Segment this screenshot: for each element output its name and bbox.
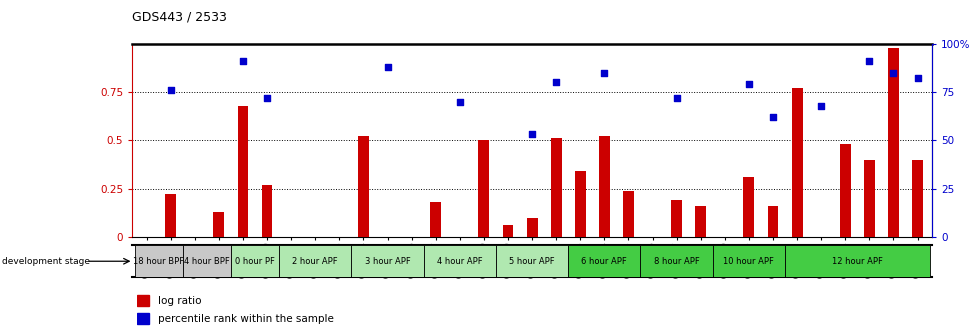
- Text: percentile rank within the sample: percentile rank within the sample: [157, 314, 333, 324]
- Bar: [430, 202, 441, 237]
- Text: 18 hour BPF: 18 hour BPF: [133, 257, 184, 266]
- Bar: [526, 218, 537, 237]
- Bar: [137, 295, 149, 306]
- Bar: [137, 313, 149, 324]
- Point: [452, 99, 467, 104]
- Text: 2 hour APF: 2 hour APF: [292, 257, 337, 266]
- Bar: [406, 237, 417, 241]
- Point: [813, 103, 828, 108]
- Point: [523, 132, 539, 137]
- Point: [909, 76, 924, 81]
- Text: 4 hour BPF: 4 hour BPF: [184, 257, 230, 266]
- Bar: [863, 160, 874, 237]
- Bar: [502, 225, 512, 237]
- Bar: [551, 138, 561, 237]
- Point: [765, 115, 780, 120]
- Bar: [496, 245, 567, 277]
- Point: [861, 58, 876, 64]
- Text: development stage: development stage: [2, 257, 90, 266]
- Text: 6 hour APF: 6 hour APF: [581, 257, 627, 266]
- Bar: [134, 245, 183, 277]
- Point: [740, 82, 756, 87]
- Text: 3 hour APF: 3 hour APF: [364, 257, 410, 266]
- Text: 12 hour APF: 12 hour APF: [831, 257, 882, 266]
- Point: [596, 70, 611, 75]
- Text: 8 hour APF: 8 hour APF: [653, 257, 699, 266]
- Point: [162, 87, 178, 93]
- Bar: [261, 185, 272, 237]
- Text: 0 hour PF: 0 hour PF: [235, 257, 275, 266]
- Text: 10 hour APF: 10 hour APF: [723, 257, 774, 266]
- Point: [548, 80, 563, 85]
- Bar: [671, 200, 682, 237]
- Bar: [358, 136, 369, 237]
- Bar: [694, 206, 705, 237]
- Bar: [351, 245, 423, 277]
- Bar: [213, 212, 224, 237]
- Bar: [742, 177, 754, 237]
- Bar: [183, 245, 231, 277]
- Text: 4 hour APF: 4 hour APF: [436, 257, 482, 266]
- Bar: [767, 206, 778, 237]
- Bar: [238, 106, 248, 237]
- Bar: [839, 144, 850, 237]
- Text: GDS443 / 2533: GDS443 / 2533: [132, 10, 227, 23]
- Text: log ratio: log ratio: [157, 296, 200, 306]
- Point: [668, 95, 684, 100]
- Bar: [712, 245, 784, 277]
- Point: [379, 64, 395, 70]
- Point: [235, 58, 250, 64]
- Bar: [887, 48, 898, 237]
- Bar: [279, 245, 351, 277]
- Bar: [784, 245, 929, 277]
- Bar: [478, 140, 489, 237]
- Bar: [231, 245, 279, 277]
- Bar: [599, 136, 609, 237]
- Bar: [640, 245, 712, 277]
- Bar: [165, 195, 176, 237]
- Bar: [791, 88, 802, 237]
- Bar: [622, 191, 633, 237]
- Bar: [567, 245, 640, 277]
- Bar: [423, 245, 496, 277]
- Point: [885, 70, 901, 75]
- Text: 5 hour APF: 5 hour APF: [509, 257, 555, 266]
- Bar: [574, 171, 585, 237]
- Point: [259, 95, 275, 100]
- Bar: [911, 160, 922, 237]
